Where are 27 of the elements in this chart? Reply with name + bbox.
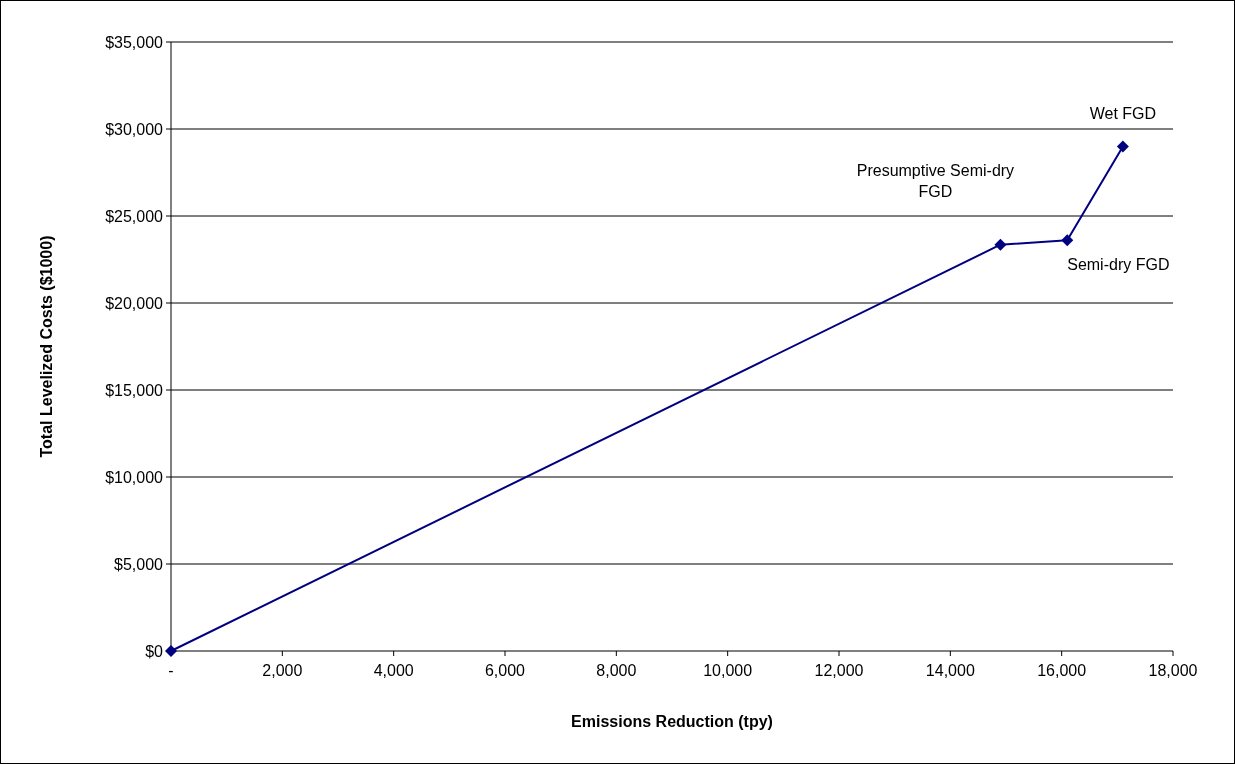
y-tick-label: $30,000 xyxy=(105,120,164,138)
x-tick-label: 16,000 xyxy=(1037,662,1087,679)
x-tick-label: 8,000 xyxy=(596,662,637,679)
annotation: Wet FGD xyxy=(1089,105,1157,123)
y-tick-label: $15,000 xyxy=(105,381,164,399)
y-tick-label: $10,000 xyxy=(105,468,164,486)
point xyxy=(994,238,1007,251)
x-tick-label: 10,000 xyxy=(703,662,753,679)
point xyxy=(1061,234,1074,247)
x-tick-label: 4,000 xyxy=(373,662,414,679)
annotation: Presumptive Semi-dry FGD xyxy=(856,161,1015,200)
annotation: Semi-dry FGD xyxy=(1067,256,1170,274)
x-tick-label: 6,000 xyxy=(484,662,526,679)
point xyxy=(1116,140,1129,153)
y-tick-label: $5,000 xyxy=(114,555,164,573)
x-tick-label: 12,000 xyxy=(814,662,864,679)
y-tick-label: $0 xyxy=(145,642,164,660)
y-axis-title: Total Levelized Costs ($1000) xyxy=(38,235,55,458)
y-tick-label: $35,000 xyxy=(105,33,164,51)
point xyxy=(165,645,177,657)
x-tick-label: 18,000 xyxy=(1148,662,1198,679)
y-tick-label: $25,000 xyxy=(105,207,164,225)
x-tick-label: - xyxy=(168,662,174,679)
y-tick-label: $20,000 xyxy=(105,294,164,312)
x-axis-title: Emissions Reduction (tpy) xyxy=(571,713,773,730)
x-tick-label: 2,000 xyxy=(262,662,303,679)
x-tick-label: 14,000 xyxy=(925,662,975,679)
